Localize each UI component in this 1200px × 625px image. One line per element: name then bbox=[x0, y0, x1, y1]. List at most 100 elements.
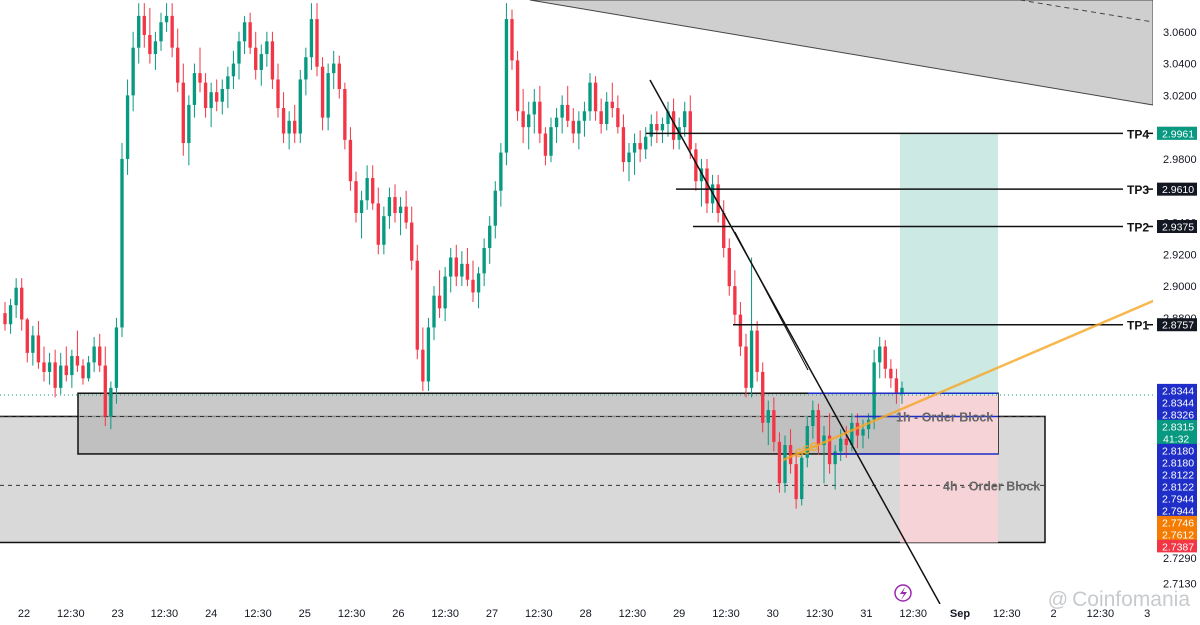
y-tick-label: 3.0400 bbox=[1163, 59, 1197, 71]
countdown-tag bbox=[1157, 431, 1197, 445]
candle-body bbox=[31, 335, 35, 353]
x-tick-label: 12:30 bbox=[806, 608, 834, 620]
price-tag bbox=[1157, 407, 1197, 421]
candle-body bbox=[393, 197, 397, 213]
x-tick-label: 12:30 bbox=[57, 608, 85, 620]
x-axis-band bbox=[0, 604, 1153, 620]
candle-body bbox=[482, 247, 486, 274]
candle-body bbox=[460, 263, 464, 277]
candle-body bbox=[839, 438, 843, 452]
candle-body bbox=[878, 346, 882, 363]
candle-body bbox=[415, 260, 419, 350]
candle-body bbox=[593, 82, 598, 112]
candle-body bbox=[883, 346, 887, 369]
candle-body bbox=[231, 63, 236, 77]
candle-body bbox=[120, 158, 124, 328]
candle-body bbox=[504, 19, 509, 153]
candle-body bbox=[683, 111, 687, 128]
candle-body bbox=[270, 41, 275, 80]
candle-body bbox=[259, 54, 263, 70]
candle-body bbox=[822, 435, 826, 446]
candle-body bbox=[638, 143, 642, 150]
candle-body bbox=[153, 41, 158, 55]
candle-body bbox=[25, 319, 29, 353]
candle-body bbox=[476, 273, 481, 293]
x-tick-label: 12:30 bbox=[1087, 608, 1115, 620]
candle-body bbox=[298, 79, 302, 134]
candle-body bbox=[766, 410, 770, 423]
y-tick-label: 2.9200 bbox=[1163, 249, 1197, 261]
candle-body bbox=[538, 101, 542, 134]
candle-body bbox=[827, 435, 832, 465]
candle-body bbox=[722, 212, 726, 248]
candle-body bbox=[359, 200, 364, 213]
take-profit-label: TP4 bbox=[1127, 127, 1149, 141]
take-profit-zone bbox=[900, 133, 998, 395]
candle-body bbox=[131, 47, 135, 96]
candle-body bbox=[192, 73, 197, 105]
candle-body bbox=[209, 92, 213, 109]
candle-body bbox=[727, 247, 731, 287]
x-tick-label: 3 bbox=[1144, 608, 1150, 620]
price-tag bbox=[1157, 455, 1197, 469]
channel-zone bbox=[529, 0, 1153, 106]
candle-body bbox=[688, 111, 692, 150]
price-tag-text: 2.7944 bbox=[1162, 505, 1194, 517]
candle-body bbox=[900, 387, 904, 395]
candle-body bbox=[36, 335, 41, 363]
candle-body bbox=[64, 365, 68, 376]
candle-body bbox=[632, 143, 637, 153]
candle-body bbox=[376, 203, 380, 245]
candle-body bbox=[237, 41, 241, 64]
countdown-text: 41:32 bbox=[1163, 433, 1189, 445]
candle-body bbox=[148, 34, 152, 55]
price-tag-text: 2.7612 bbox=[1162, 529, 1194, 541]
candle-body bbox=[844, 438, 848, 446]
candle-body bbox=[488, 225, 492, 248]
tp-price-tag-text: 2.9610 bbox=[1162, 184, 1194, 196]
price-tag-text: 2.7746 bbox=[1162, 517, 1194, 529]
candle-body bbox=[343, 89, 347, 140]
candle-body bbox=[137, 15, 141, 48]
price-tag-text: 2.8315 bbox=[1162, 421, 1194, 433]
candle-body bbox=[889, 368, 893, 379]
candle-body bbox=[454, 257, 458, 277]
candle-body bbox=[805, 425, 809, 458]
price-tag bbox=[1157, 479, 1197, 493]
price-tag bbox=[1157, 395, 1197, 409]
y-tick-label: 2.9800 bbox=[1163, 154, 1197, 166]
candle-body bbox=[215, 92, 219, 102]
price-tag-text: 2.8122 bbox=[1162, 469, 1194, 481]
candle-body bbox=[348, 139, 353, 182]
candle-body bbox=[577, 120, 581, 134]
price-tag-text: 2.7944 bbox=[1162, 493, 1194, 505]
watermark: @ Coinfomania bbox=[1048, 588, 1190, 612]
candle-body bbox=[114, 327, 119, 388]
candle-body bbox=[566, 104, 570, 121]
candle-body bbox=[449, 257, 453, 277]
candle-body bbox=[125, 95, 130, 159]
price-tag-text: 2.8344 bbox=[1162, 385, 1194, 397]
stop-loss-zone bbox=[900, 394, 998, 543]
price-tag bbox=[1157, 539, 1197, 553]
candle-body bbox=[644, 136, 648, 150]
candle-body bbox=[666, 111, 670, 124]
candle-body bbox=[755, 330, 759, 372]
candle-body bbox=[42, 362, 46, 372]
candle-body bbox=[304, 57, 308, 80]
candle-body bbox=[421, 349, 425, 382]
x-tick-label: 12:30 bbox=[899, 608, 927, 620]
price-tag bbox=[1157, 503, 1197, 517]
tp-price-tag bbox=[1157, 182, 1197, 196]
tp-price-tag-text: 2.9961 bbox=[1162, 128, 1194, 140]
candle-body bbox=[493, 190, 497, 226]
candle-body bbox=[326, 73, 330, 118]
candle-body bbox=[3, 313, 7, 325]
candle-body bbox=[543, 133, 548, 156]
x-tick-label: 12:30 bbox=[338, 608, 366, 620]
x-tick-label: 26 bbox=[392, 608, 404, 620]
candle-body bbox=[92, 346, 96, 363]
ascending-trendline bbox=[782, 299, 1153, 462]
